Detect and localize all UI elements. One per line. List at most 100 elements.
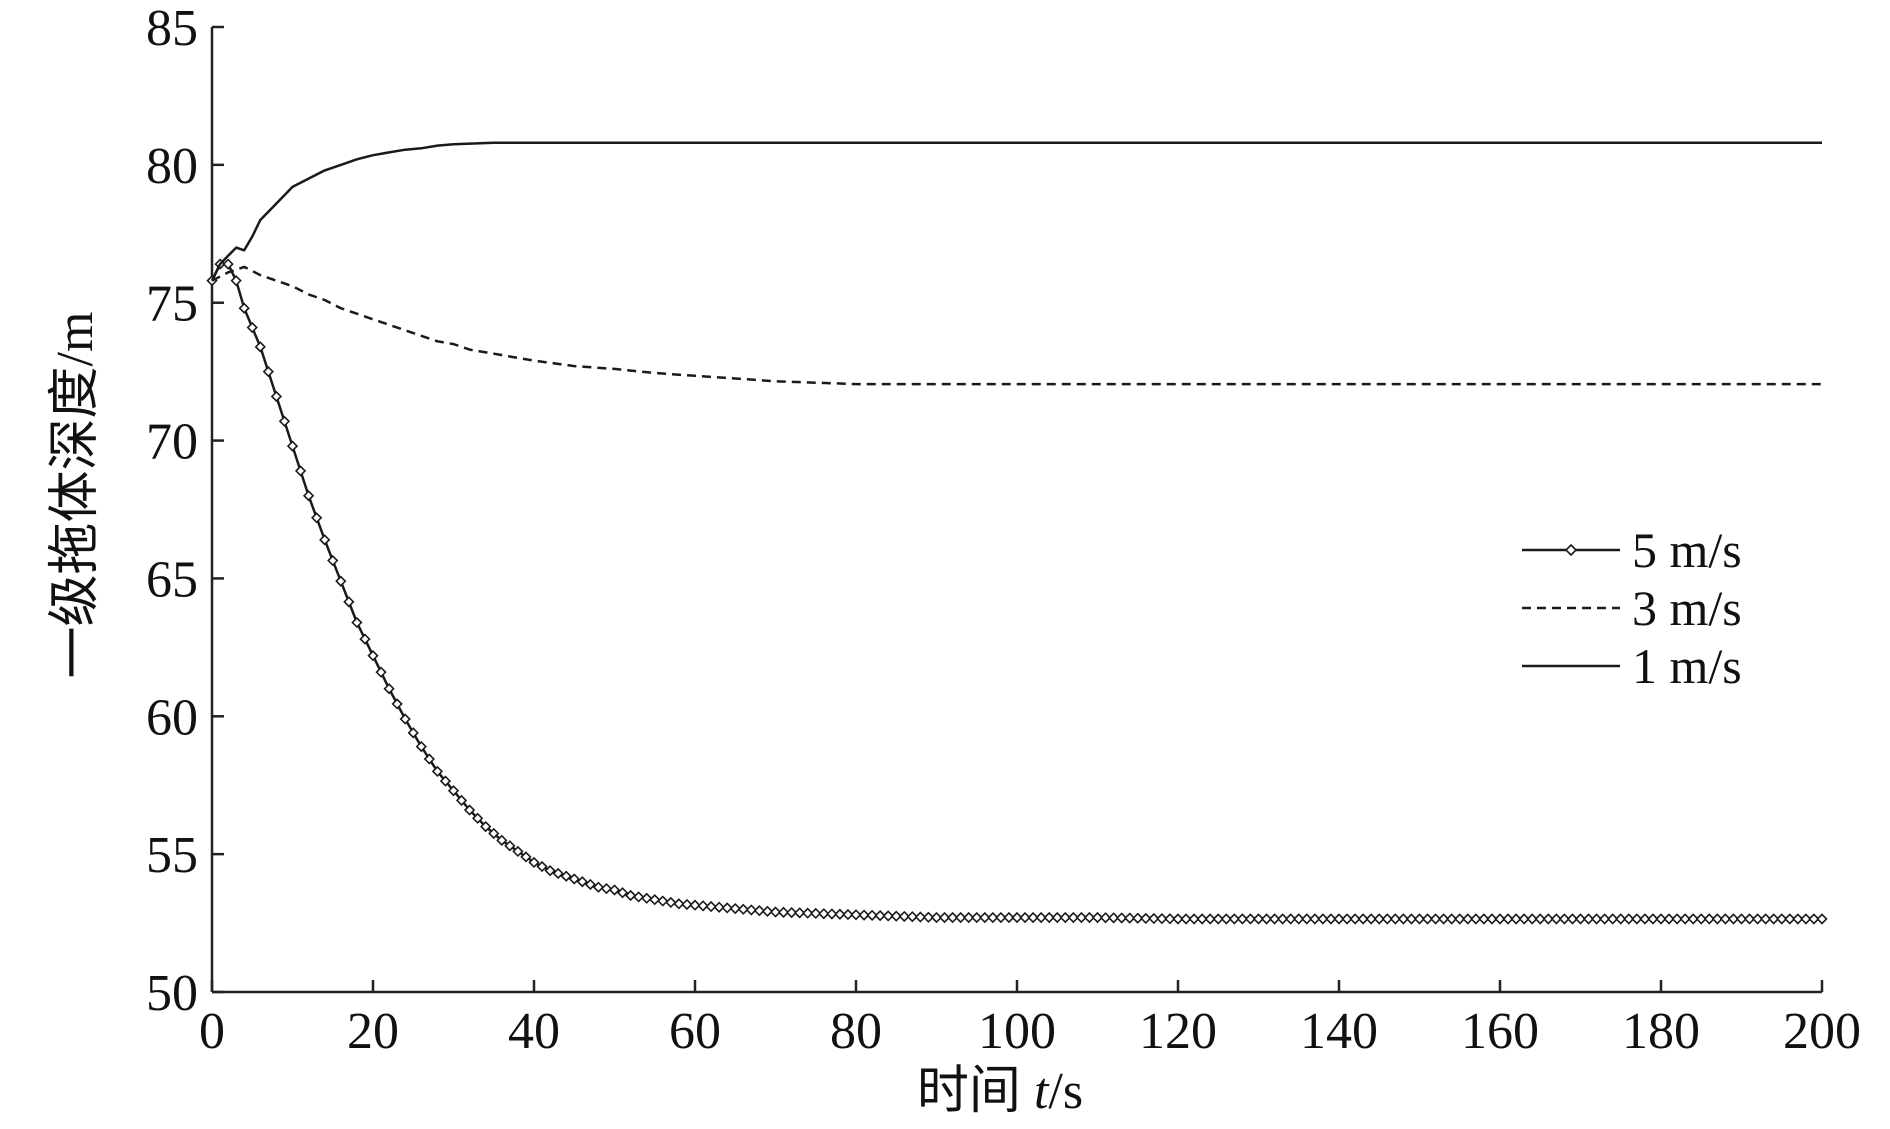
data-point-marker <box>1631 913 1643 925</box>
data-point-marker <box>1196 913 1208 925</box>
data-point-marker <box>1494 913 1506 925</box>
data-point-marker <box>544 865 556 877</box>
data-point-marker <box>1695 913 1707 925</box>
data-point-marker <box>1526 913 1538 925</box>
data-point-marker <box>1228 913 1240 925</box>
data-point-marker <box>818 908 830 920</box>
data-point-marker <box>1099 912 1112 924</box>
data-point-marker <box>230 275 242 287</box>
data-point-marker <box>1059 911 1071 924</box>
data-point-marker <box>1381 913 1393 925</box>
data-point-marker <box>1534 913 1546 925</box>
data-point-marker <box>496 834 508 846</box>
data-point-marker <box>262 366 274 378</box>
data-point-marker <box>1550 913 1562 925</box>
data-point-marker <box>1293 913 1305 925</box>
x-tick-label: 20 <box>347 1003 399 1060</box>
data-point-marker <box>1743 913 1756 925</box>
data-point-marker <box>1768 913 1780 925</box>
data-point-marker <box>447 785 460 797</box>
data-point-marker <box>1615 913 1627 925</box>
data-point-marker <box>963 911 975 924</box>
data-point-marker <box>375 666 387 678</box>
data-point-marker <box>576 876 588 888</box>
data-point-marker <box>1413 913 1426 925</box>
data-point-marker <box>1212 913 1224 925</box>
data-point-marker <box>673 898 685 910</box>
data-point-marker <box>1558 913 1571 925</box>
data-point-marker <box>1792 913 1804 925</box>
series-layer <box>206 141 1828 925</box>
data-point-marker <box>1542 913 1554 925</box>
data-point-marker <box>1204 913 1216 925</box>
data-point-marker <box>1510 913 1522 925</box>
data-point-marker <box>1043 911 1055 924</box>
data-point-marker <box>1663 913 1675 925</box>
data-point-marker <box>1140 912 1152 925</box>
data-point-marker <box>1462 913 1474 925</box>
data-point-marker <box>665 896 677 909</box>
data-point-marker <box>407 727 419 739</box>
x-axis-title: 时间 t/s <box>917 1063 1083 1120</box>
y-axis-ticks: 50 55 60 65 70 75 80 85 <box>146 0 224 1022</box>
data-point-marker <box>769 906 782 918</box>
y-tick-label: 50 <box>146 965 198 1022</box>
data-point-marker <box>222 258 234 270</box>
data-point-marker <box>649 894 661 906</box>
data-point-marker <box>866 909 878 921</box>
data-point-marker <box>1800 913 1812 925</box>
data-point-marker <box>1220 913 1232 925</box>
data-point-marker <box>1075 911 1088 924</box>
y-tick-label: 80 <box>146 138 198 195</box>
data-point-marker <box>753 905 766 917</box>
data-point-marker <box>1582 913 1595 925</box>
series-line <box>210 141 1822 282</box>
data-point-marker <box>1647 913 1659 925</box>
data-point-marker <box>898 910 910 923</box>
data-point-marker <box>1486 913 1498 925</box>
series-line <box>211 265 1822 386</box>
data-point-marker <box>383 683 395 695</box>
data-point-marker <box>1687 913 1699 925</box>
data-point-marker <box>1051 911 1063 924</box>
data-point-marker <box>681 898 693 911</box>
data-point-marker <box>721 902 733 914</box>
series-1-m-s <box>210 141 1822 282</box>
data-point-marker <box>1091 911 1104 924</box>
data-point-marker <box>1478 913 1490 925</box>
data-point-marker <box>592 881 605 893</box>
data-point-marker <box>1244 913 1257 925</box>
data-point-marker <box>995 911 1007 924</box>
data-point-marker <box>1454 913 1466 925</box>
data-point-marker <box>1655 913 1667 925</box>
data-point-marker <box>1260 913 1273 925</box>
data-point-marker <box>1236 913 1249 925</box>
data-point-marker <box>1067 911 1079 924</box>
data-point-marker <box>1132 912 1144 924</box>
data-point-marker <box>560 870 572 882</box>
data-point-marker <box>584 878 596 891</box>
data-point-marker <box>1172 913 1184 925</box>
data-point-marker <box>1268 913 1281 925</box>
data-point-marker <box>1470 913 1482 925</box>
data-point-marker <box>359 633 371 645</box>
data-point-marker <box>294 465 307 477</box>
data-point-marker <box>1107 912 1120 924</box>
series-line <box>210 262 1822 921</box>
data-point-marker <box>286 440 299 452</box>
data-point-marker <box>1373 913 1385 925</box>
data-point-marker <box>971 911 983 924</box>
data-point-marker <box>882 910 894 922</box>
data-point-marker <box>1518 913 1530 925</box>
data-point-marker <box>1438 913 1450 925</box>
data-point-marker <box>311 512 323 524</box>
data-point-marker <box>1397 913 1410 925</box>
legend-label: 3 m/s <box>1632 580 1742 636</box>
data-point-marker <box>930 911 943 924</box>
data-point-marker <box>1003 911 1015 924</box>
data-point-marker <box>254 341 266 353</box>
data-point-marker <box>834 908 846 920</box>
data-point-marker <box>1317 913 1329 925</box>
data-point-marker <box>1711 913 1723 925</box>
